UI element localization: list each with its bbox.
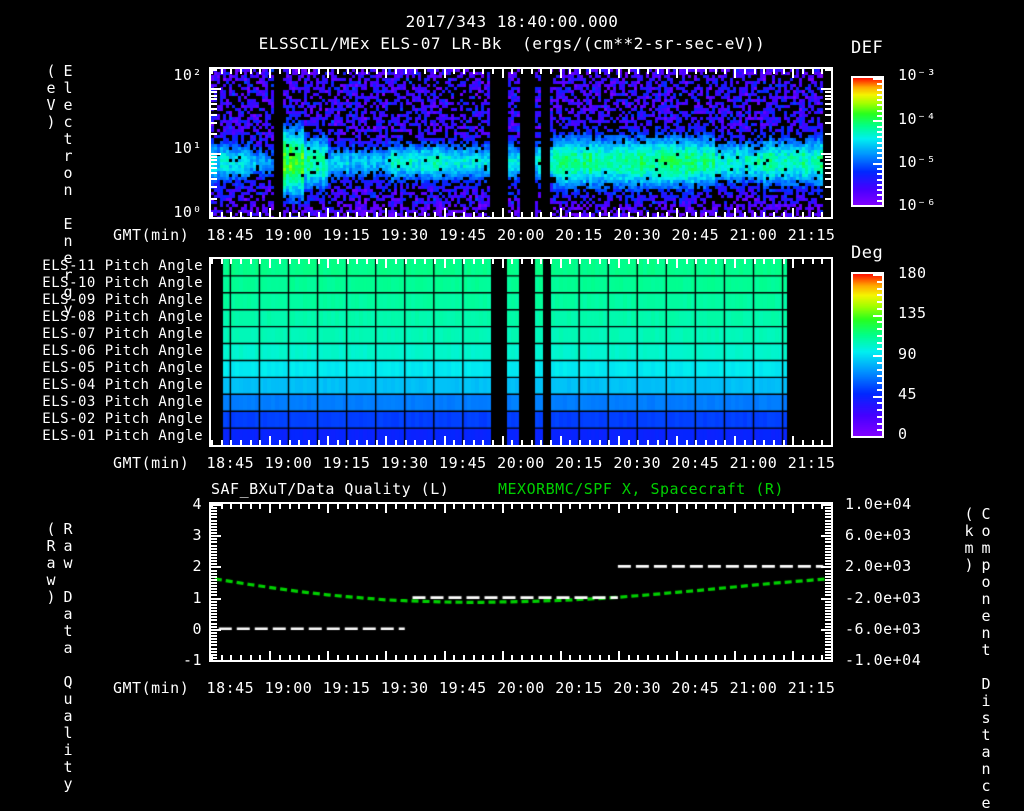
colorbar1-label-2: 10⁻⁵ bbox=[898, 153, 937, 171]
panel3-title-left: SAF_BXuT/Data Quality (L) bbox=[211, 480, 450, 498]
line-plot-canvas bbox=[211, 504, 831, 660]
panel1-xtick-label-7: 20:30 bbox=[613, 226, 662, 244]
pitch-angle-canvas bbox=[211, 259, 831, 445]
panel1-xtick-label-3: 19:30 bbox=[380, 226, 429, 244]
panel1-ytick-label-1: 10¹ bbox=[173, 139, 202, 157]
panel2-xtick-label-1: 19:00 bbox=[264, 454, 313, 472]
panel3-xtick-label-3: 19:30 bbox=[380, 679, 429, 697]
panel3-ytick-label-right-1: 6.0e+03 bbox=[845, 526, 912, 545]
panel3-title-right: MEXORBMC/SPF X, Spacecraft (R) bbox=[498, 480, 784, 498]
panel3-xtick-label-9: 21:00 bbox=[729, 679, 778, 697]
colorbar1-label-0: 10⁻³ bbox=[898, 66, 937, 84]
panel3-xtick-label-8: 20:45 bbox=[671, 679, 720, 697]
panel3-ytick-label-right-4: -6.0e+03 bbox=[845, 619, 922, 638]
page-title: 2017/343 18:40:00.000 bbox=[405, 12, 619, 31]
panel1-xtick-label-0: 18:45 bbox=[206, 226, 255, 244]
panel1-ytick-label-2: 10⁰ bbox=[173, 203, 202, 221]
colorbar1-label-3: 10⁻⁶ bbox=[898, 196, 937, 214]
panel3-xtick-label-0: 18:45 bbox=[206, 679, 255, 697]
panel3-ytick-label-right-0: 1.0e+04 bbox=[845, 495, 912, 513]
colorbar2-label-2: 90 bbox=[898, 345, 918, 363]
panel3-ytick-label-left-2: 2 bbox=[192, 557, 202, 576]
panel3-frame bbox=[209, 502, 833, 662]
spectrogram-canvas bbox=[211, 69, 831, 217]
panel2-xtick-label-0: 18:45 bbox=[206, 454, 255, 472]
panel2-xtick-label-3: 19:30 bbox=[380, 454, 429, 472]
panel1-xtick-label-4: 19:45 bbox=[439, 226, 487, 244]
panel3-xtick-label-6: 20:15 bbox=[555, 679, 603, 697]
panel2-row-label-9: ELS-02 Pitch Angle bbox=[42, 410, 203, 427]
panel2-xtick-label-8: 20:45 bbox=[671, 454, 720, 472]
panel2-row-label-7: ELS-04 Pitch Angle bbox=[42, 376, 203, 393]
colorbar2-label-3: 45 bbox=[898, 385, 918, 403]
panel3-ytick-label-right-2: 2.0e+03 bbox=[845, 557, 912, 576]
panel3-ytick-label-right-3: -2.0e+03 bbox=[845, 588, 922, 607]
panel1-ytick-label-0: 10² bbox=[173, 66, 202, 84]
panel2-frame bbox=[209, 257, 833, 447]
page-subtitle: ELSSCIL/MEx ELS-07 LR-Bk (ergs/(cm**2-sr… bbox=[258, 34, 766, 53]
panel1-xtick-label-8: 20:45 bbox=[671, 226, 720, 244]
panel1-frame bbox=[209, 67, 833, 219]
panel2-row-label-0: ELS-11 Pitch Angle bbox=[42, 258, 203, 275]
panel2-row-label-8: ELS-03 Pitch Angle bbox=[42, 393, 203, 410]
colorbar1-title: DEF bbox=[851, 38, 884, 58]
panel3-ytick-label-left-0: 4 bbox=[192, 495, 202, 513]
panel1-xtick-label-2: 19:15 bbox=[322, 226, 371, 244]
panel1-xtick-label-6: 20:15 bbox=[555, 226, 603, 244]
panel3-xtick-label-2: 19:15 bbox=[322, 679, 371, 697]
colorbar2-label-0: 180 bbox=[898, 264, 927, 282]
panel2-xtick-label-5: 20:00 bbox=[497, 454, 545, 472]
panel1-xaxis-label: GMT(min) bbox=[113, 226, 190, 244]
plot-page: 2017/343 18:40:00.000 ELSSCIL/MEx ELS-07… bbox=[42, 12, 995, 811]
panel3-ytick-label-left-3: 1 bbox=[192, 588, 202, 607]
colorbar2-label-1: 135 bbox=[898, 304, 927, 322]
colorbar1-label-1: 10⁻⁴ bbox=[898, 110, 937, 128]
panel2-row-label-6: ELS-05 Pitch Angle bbox=[42, 359, 203, 376]
panel2-xtick-label-7: 20:30 bbox=[613, 454, 662, 472]
panel3-ylabel-right: Component Distance (km) bbox=[960, 505, 995, 811]
panel2-xtick-label-10: 21:15 bbox=[787, 454, 836, 472]
colorbar2-title: Deg bbox=[851, 243, 884, 263]
panel2-xtick-label-6: 20:15 bbox=[555, 454, 603, 472]
panel1-ylabel: Electron Energy (eV) bbox=[42, 62, 77, 317]
panel3-ytick-label-left-5: -1 bbox=[182, 651, 202, 669]
panel3-ytick-label-left-4: 0 bbox=[192, 619, 202, 638]
panel2-row-label-2: ELS-09 Pitch Angle bbox=[42, 292, 203, 309]
panel3-xtick-label-4: 19:45 bbox=[439, 679, 487, 697]
panel1-xtick-label-1: 19:00 bbox=[264, 226, 313, 244]
panel3-xaxis-label: GMT(min) bbox=[113, 679, 190, 697]
panel2-xaxis-label: GMT(min) bbox=[113, 454, 190, 472]
panel2-row-label-10: ELS-01 Pitch Angle bbox=[42, 427, 203, 444]
colorbar2-label-4: 0 bbox=[898, 425, 908, 443]
panel3-ylabel-left: Raw Data Quality (Raw) bbox=[42, 520, 77, 792]
panel3-ytick-label-left-1: 3 bbox=[192, 526, 202, 545]
panel2-row-label-1: ELS-10 Pitch Angle bbox=[42, 275, 203, 292]
panel1-xtick-label-9: 21:00 bbox=[729, 226, 778, 244]
panel2-xtick-label-2: 19:15 bbox=[322, 454, 371, 472]
panel3-xtick-label-10: 21:15 bbox=[787, 679, 836, 697]
panel1-xtick-label-10: 21:15 bbox=[787, 226, 836, 244]
panel2-row-label-3: ELS-08 Pitch Angle bbox=[42, 309, 203, 326]
panel2-xtick-label-9: 21:00 bbox=[729, 454, 778, 472]
panel3-xtick-label-1: 19:00 bbox=[264, 679, 313, 697]
panel2-row-label-4: ELS-07 Pitch Angle bbox=[42, 326, 203, 343]
panel2-xtick-label-4: 19:45 bbox=[439, 454, 487, 472]
panel3-xtick-label-5: 20:00 bbox=[497, 679, 545, 697]
panel3-xtick-label-7: 20:30 bbox=[613, 679, 662, 697]
panel1-xtick-label-5: 20:00 bbox=[497, 226, 545, 244]
panel2-row-label-5: ELS-06 Pitch Angle bbox=[42, 343, 203, 359]
panel3-ytick-label-right-5: -1.0e+04 bbox=[845, 651, 922, 669]
